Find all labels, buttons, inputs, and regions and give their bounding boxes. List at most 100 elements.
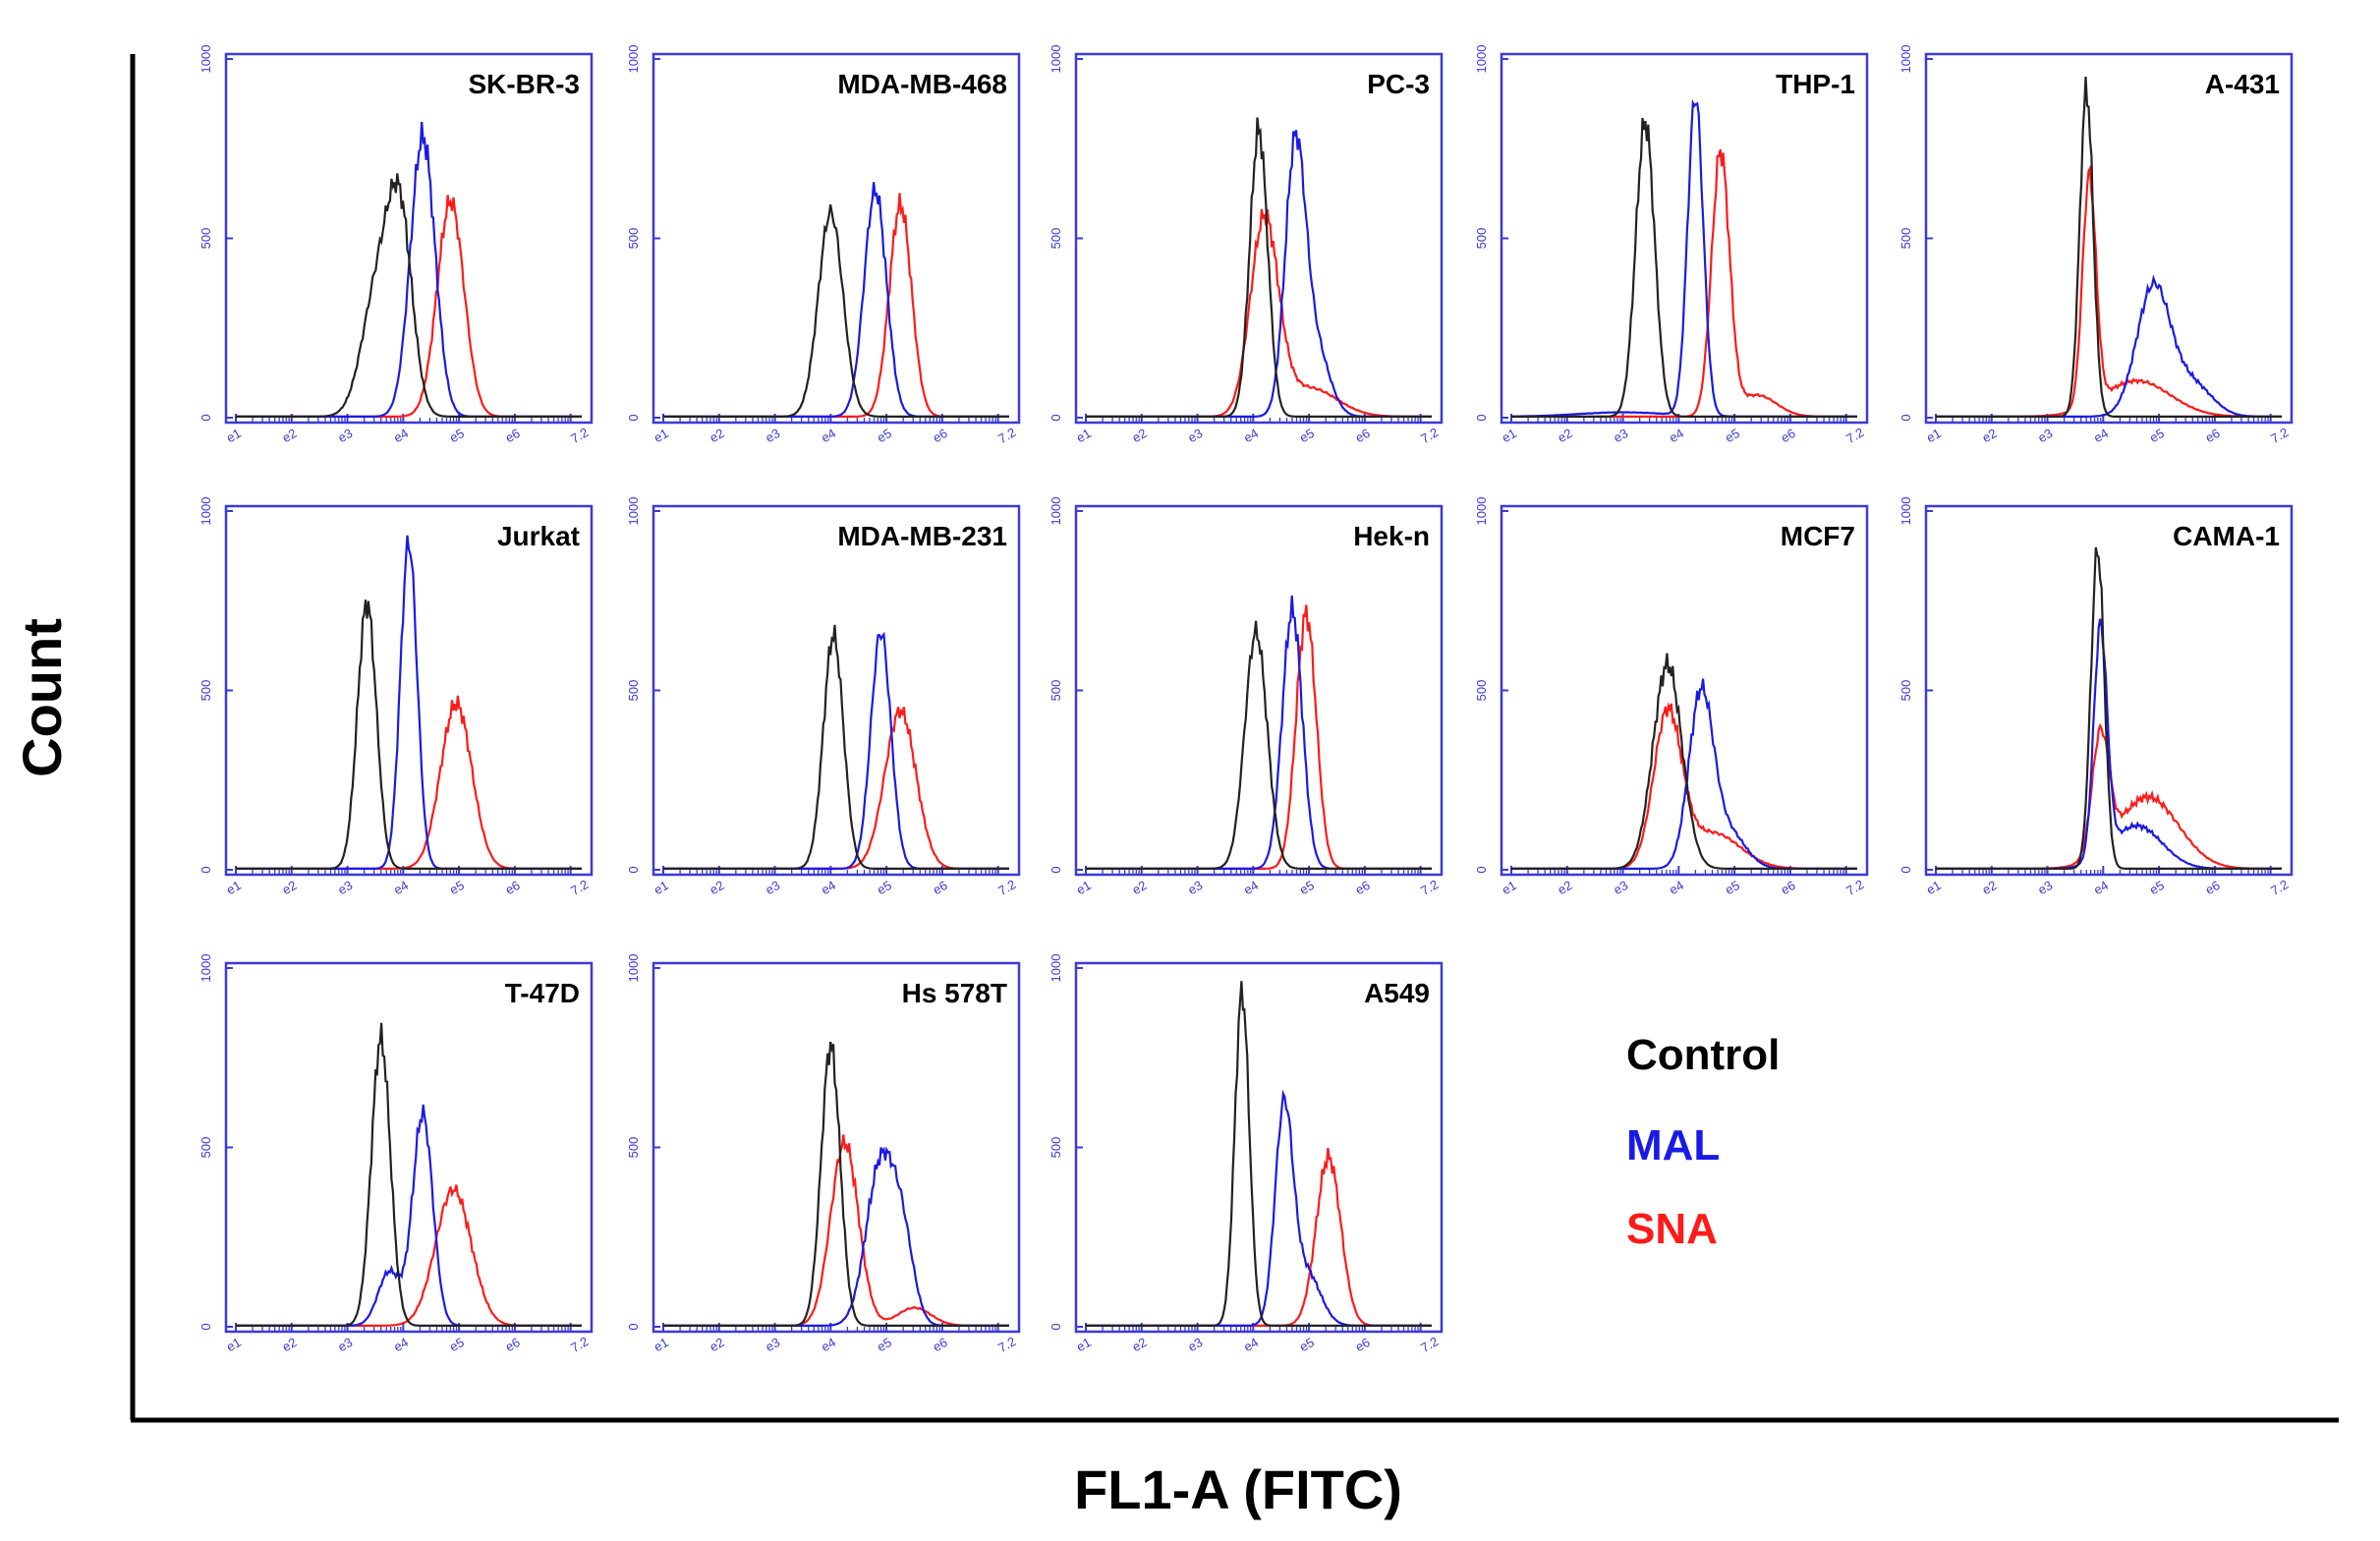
- y-tick-label: 500: [626, 228, 641, 250]
- series-control: [1511, 117, 1857, 418]
- panel-title: Jurkat: [497, 521, 580, 551]
- x-tick-label: e6: [931, 878, 950, 897]
- panel-frame: [1074, 961, 1444, 1334]
- series-mal: [1086, 1089, 1432, 1327]
- x-tick-label: e6: [1353, 1335, 1373, 1354]
- x-tick-label: e2: [1556, 878, 1575, 897]
- histogram-panels: 0 500 1000 e1 e2 e3 e4 e5 e6 7.2 SK-BR-3 0 500 1000 e1…: [198, 45, 2294, 1355]
- panel-mda-mb-468: 0 500 1000 e1 e2 e3 e4 e5 e6 7.2 MDA-MB-468: [626, 45, 1021, 446]
- x-tick-label: e3: [335, 878, 355, 897]
- x-tick-label: 7.2: [995, 1334, 1018, 1355]
- x-tick-label: e3: [1185, 878, 1205, 897]
- x-tick-label: e3: [335, 1335, 355, 1354]
- series-mal: [1086, 130, 1432, 418]
- y-tick-label: 500: [1474, 680, 1489, 702]
- panel-cama-1: 0 500 1000 e1 e2 e3 e4 e5 e6 7.2 CAMA-1: [1898, 497, 2294, 898]
- x-tick-label: e3: [2035, 426, 2055, 445]
- x-tick-label: e3: [335, 426, 355, 445]
- series-mal: [1936, 274, 2282, 418]
- panel-frame: [1074, 504, 1444, 877]
- y-tick-label: 1000: [1474, 45, 1489, 74]
- panel-title: Hek-n: [1353, 521, 1430, 551]
- y-tick-label: 1000: [1048, 45, 1063, 74]
- x-tick-label: e6: [1353, 878, 1373, 897]
- series-control: [1936, 77, 2282, 418]
- y-tick-label: 0: [1898, 866, 1913, 873]
- x-tick-label: e1: [652, 878, 671, 897]
- x-tick-label: e5: [1297, 1335, 1317, 1354]
- x-tick-label: e5: [1297, 426, 1317, 445]
- x-tick-label: e2: [708, 426, 727, 445]
- panel-mcf7: 0 500 1000 e1 e2 e3 e4 e5 e6 7.2 MCF7: [1474, 497, 1869, 898]
- series-sna: [236, 1184, 582, 1327]
- y-tick-label: 0: [1474, 866, 1489, 873]
- y-tick-label: 500: [1048, 680, 1063, 702]
- x-tick-label: 7.2: [1843, 877, 1866, 898]
- x-tick-label: e6: [1353, 426, 1373, 445]
- x-tick-label: e6: [931, 1335, 950, 1354]
- series-control: [1086, 117, 1432, 418]
- y-tick-label: 1000: [1898, 45, 1913, 74]
- x-tick-label: e3: [763, 426, 782, 445]
- x-tick-label: e3: [2035, 878, 2055, 897]
- y-tick-label: 500: [1048, 228, 1063, 250]
- x-tick-label: e5: [2147, 426, 2167, 445]
- x-tick-label: e4: [1241, 878, 1261, 897]
- x-tick-label: e1: [224, 1335, 244, 1354]
- y-tick-label: 500: [198, 680, 213, 702]
- x-tick-label: e6: [2203, 426, 2223, 445]
- x-tick-label: e4: [819, 1335, 838, 1354]
- panel-sk-br-3: 0 500 1000 e1 e2 e3 e4 e5 e6 7.2 SK-BR-3: [198, 45, 594, 446]
- x-tick-label: e4: [1667, 878, 1686, 897]
- legend-entry-sna: SNA: [1626, 1205, 1718, 1253]
- series-sna: [236, 695, 582, 870]
- y-tick-label: 0: [626, 866, 641, 873]
- x-tick-label: e2: [708, 878, 727, 897]
- y-tick-label: 0: [1048, 866, 1063, 873]
- series-control: [236, 599, 582, 870]
- series-mal: [663, 631, 1009, 870]
- series-mal: [236, 535, 582, 870]
- panel-frame: [1500, 52, 1869, 425]
- y-tick-label: 0: [1474, 414, 1489, 421]
- y-tick-label: 500: [626, 680, 641, 702]
- x-tick-label: e5: [875, 426, 894, 445]
- y-tick-label: 0: [1048, 1323, 1063, 1330]
- y-tick-label: 1000: [1898, 497, 1913, 526]
- y-tick-label: 1000: [626, 954, 641, 983]
- panel-thp-1: 0 500 1000 e1 e2 e3 e4 e5 e6 7.2 THP-1: [1474, 45, 1869, 446]
- series-control: [1511, 653, 1857, 870]
- series-mal: [236, 1104, 582, 1327]
- y-tick-label: 0: [1048, 414, 1063, 421]
- x-tick-label: e6: [1779, 426, 1798, 445]
- panel-frame: [652, 52, 1021, 425]
- x-tick-label: e5: [1723, 878, 1742, 897]
- x-tick-label: e1: [1500, 878, 1519, 897]
- y-tick-label: 0: [626, 1323, 641, 1330]
- y-tick-label: 1000: [198, 45, 213, 74]
- panel-a-431: 0 500 1000 e1 e2 e3 e4 e5 e6 7.2 A-431: [1898, 45, 2294, 446]
- legend-entry-mal: MAL: [1626, 1121, 1720, 1170]
- series-control: [1936, 546, 2282, 870]
- panel-frame: [652, 504, 1021, 877]
- series-mal: [236, 122, 582, 418]
- panel-title: MDA-MB-231: [837, 521, 1007, 551]
- y-tick-label: 0: [198, 866, 213, 873]
- panel-title: T-47D: [505, 978, 580, 1008]
- y-tick-label: 0: [198, 414, 213, 421]
- x-tick-label: e2: [708, 1335, 727, 1354]
- x-tick-label: e1: [1074, 426, 1094, 445]
- x-tick-label: 7.2: [1418, 425, 1441, 446]
- series-mal: [1086, 595, 1432, 870]
- panel-a549: 0 500 1000 e1 e2 e3 e4 e5 e6 7.2 A549: [1048, 954, 1444, 1355]
- series-sna: [1936, 164, 2282, 418]
- x-tick-label: e3: [763, 1335, 782, 1354]
- x-tick-label: e4: [1241, 426, 1261, 445]
- y-tick-label: 500: [626, 1137, 641, 1159]
- x-tick-label: e4: [819, 426, 838, 445]
- y-tick-label: 1000: [198, 497, 213, 526]
- x-tick-label: e2: [1980, 878, 2000, 897]
- y-tick-label: 1000: [1474, 497, 1489, 526]
- x-tick-label: e4: [819, 878, 838, 897]
- y-tick-label: 500: [198, 228, 213, 250]
